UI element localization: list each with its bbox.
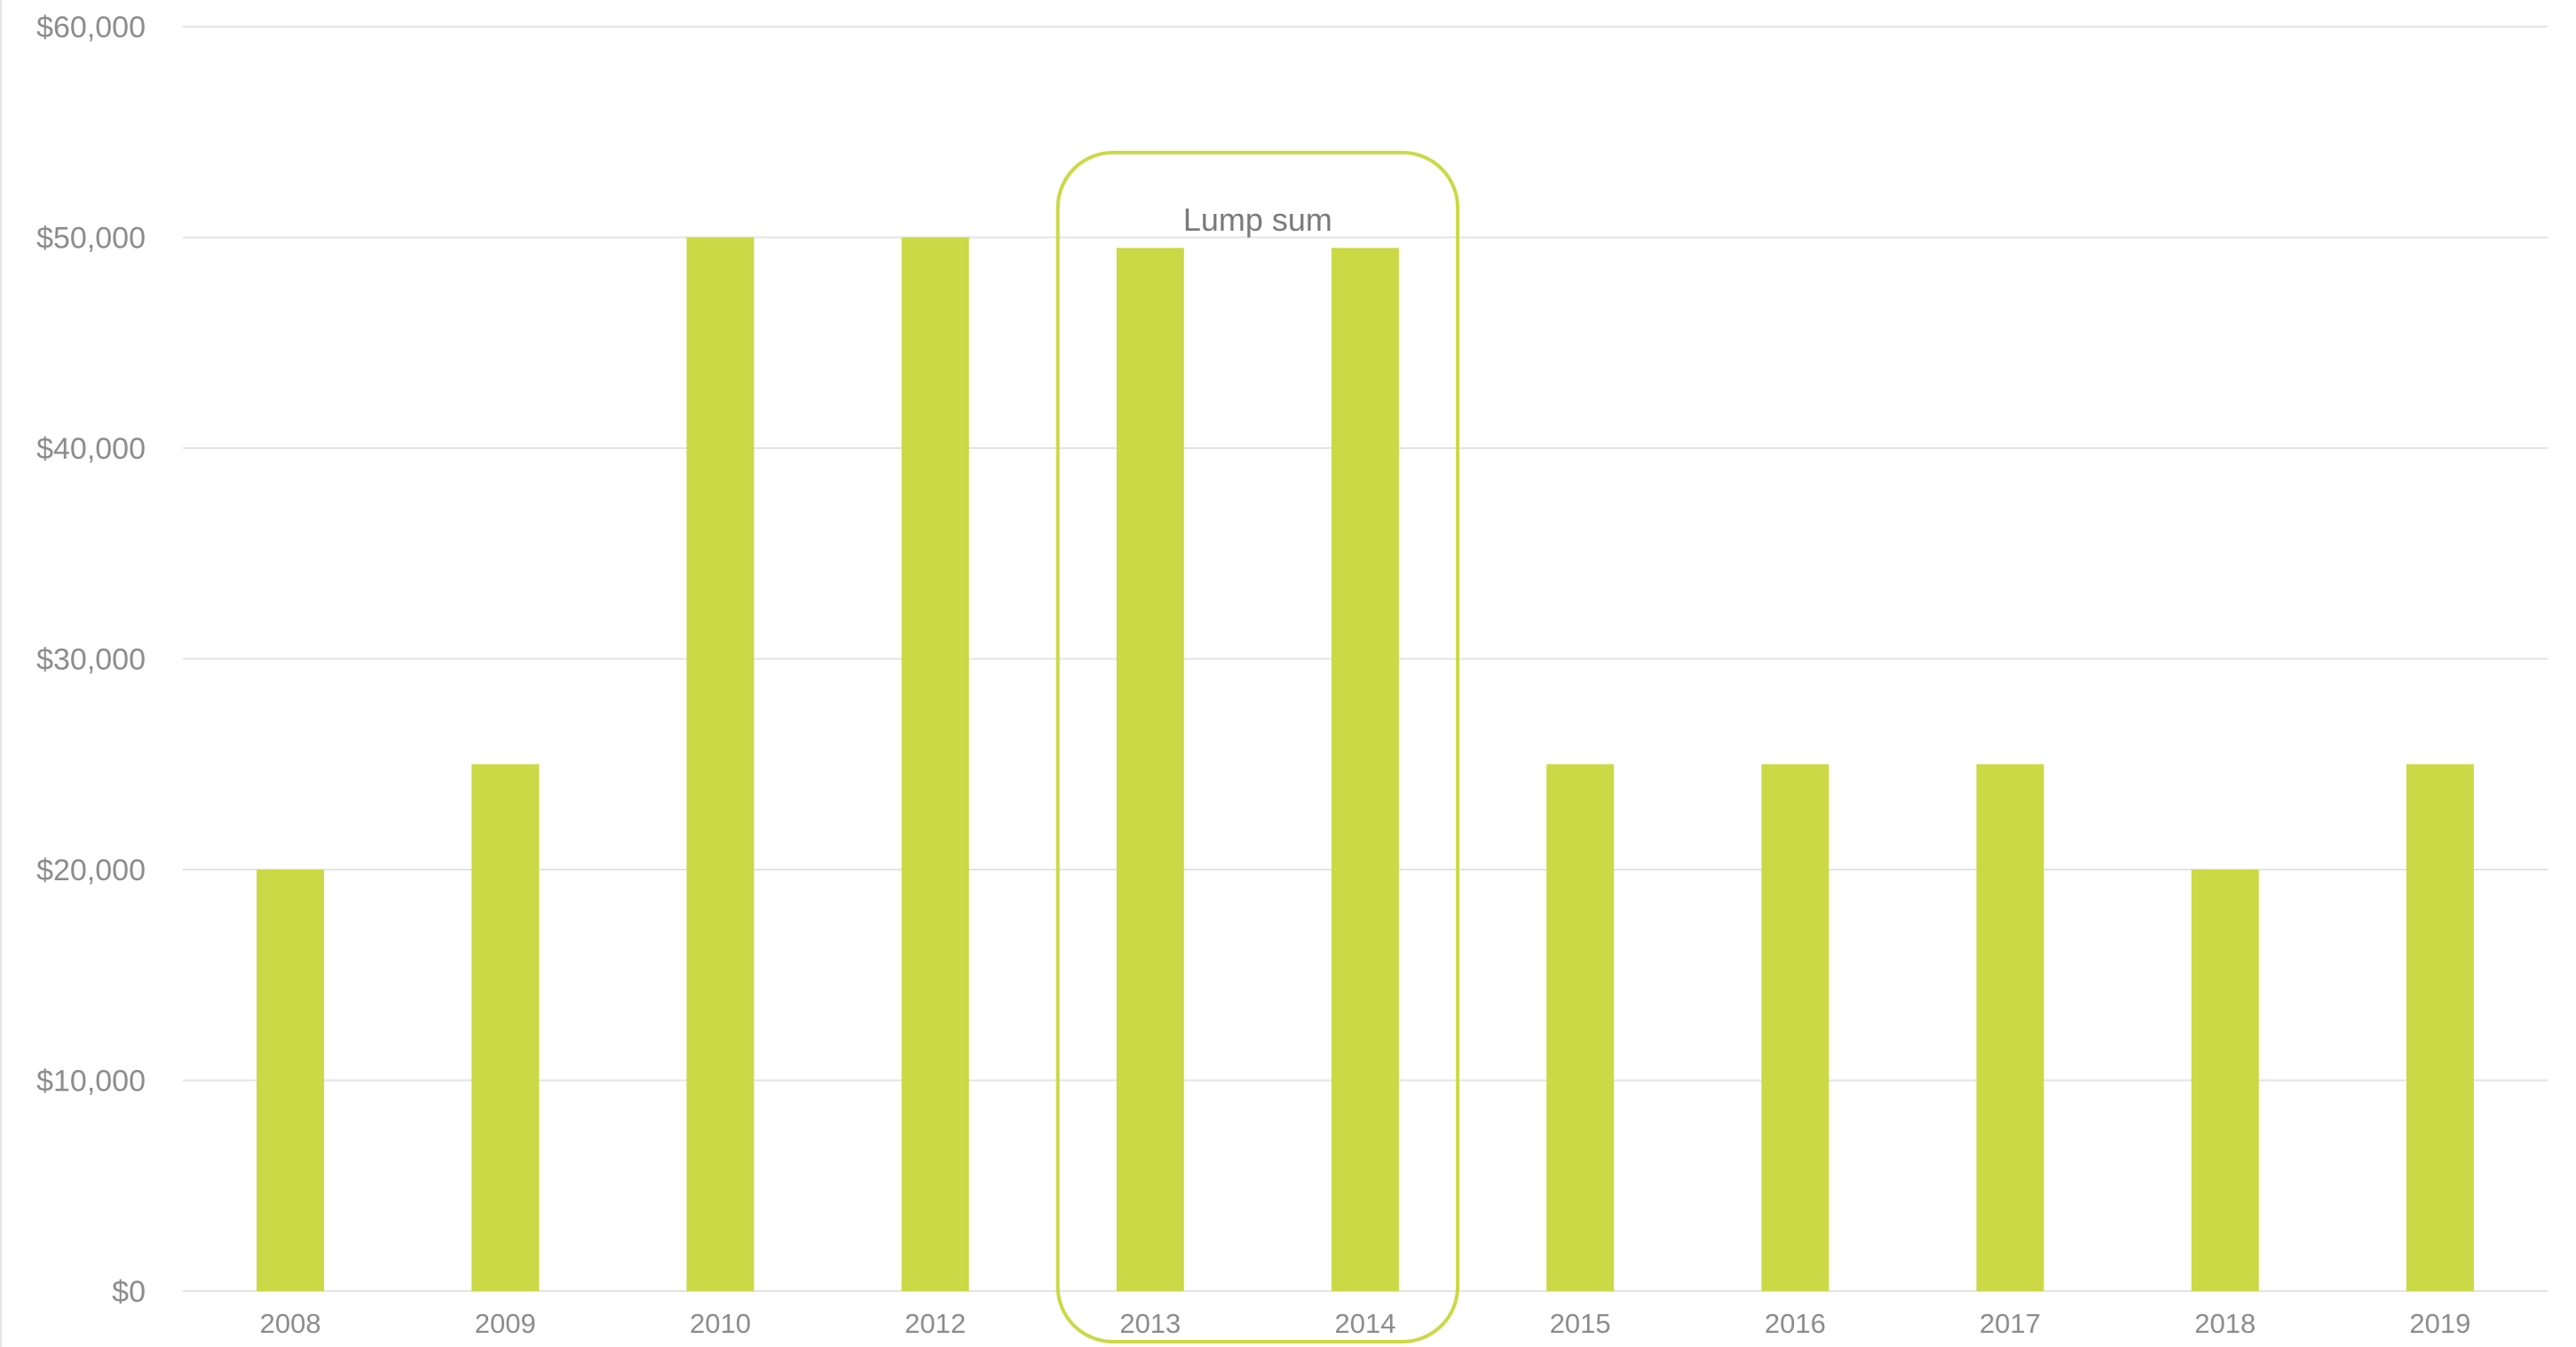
- y-tick-label: $0: [112, 1275, 146, 1309]
- bar-2017: [1976, 764, 2044, 1291]
- bar-2016: [1761, 764, 1829, 1291]
- x-tick-label: 2010: [690, 1308, 751, 1339]
- y-tick-label: $50,000: [36, 222, 146, 256]
- bar-2013: [1116, 248, 1184, 1291]
- x-tick-label: 2012: [905, 1308, 966, 1339]
- x-tick-label: 2015: [1550, 1308, 1611, 1339]
- bar-2014: [1331, 248, 1399, 1291]
- bar-2019: [2406, 764, 2474, 1291]
- x-tick-label: 2018: [2194, 1308, 2256, 1339]
- y-tick-label: $20,000: [36, 854, 146, 887]
- x-tick-label: 2016: [1765, 1308, 1826, 1339]
- y-axis-tick-labels: $0 $10,000 $20,000 $30,000 $40,000 $50,000 $60…: [36, 11, 146, 1309]
- bar-2018: [2191, 870, 2259, 1291]
- x-axis-tick-labels: 2008 2009 2010 2012 2013 2014 2015 2016 2017 2018…: [260, 1308, 2471, 1339]
- lump-sum-label: Lump sum: [1183, 201, 1332, 238]
- bar-2015: [1546, 764, 1615, 1291]
- bar-2009: [471, 764, 540, 1291]
- x-tick-label: 2019: [2409, 1308, 2470, 1339]
- x-tick-label: 2017: [1979, 1308, 2041, 1339]
- x-tick-label: 2013: [1119, 1308, 1181, 1339]
- bar-2010: [686, 237, 755, 1291]
- x-tick-label: 2008: [260, 1308, 321, 1339]
- y-tick-label: $40,000: [36, 432, 146, 466]
- y-tick-label: $60,000: [36, 11, 146, 44]
- lump-sum-highlight-box: [1055, 151, 1460, 1343]
- bar-2008: [257, 870, 325, 1291]
- bars: [257, 237, 2474, 1291]
- x-tick-label: 2014: [1335, 1308, 1396, 1339]
- y-tick-label: $30,000: [36, 643, 146, 677]
- x-tick-label: 2009: [475, 1308, 536, 1339]
- lump-sum-annotation: Lump sum: [1055, 151, 1460, 1343]
- bar-2012: [901, 237, 969, 1291]
- y-tick-label: $10,000: [36, 1065, 146, 1099]
